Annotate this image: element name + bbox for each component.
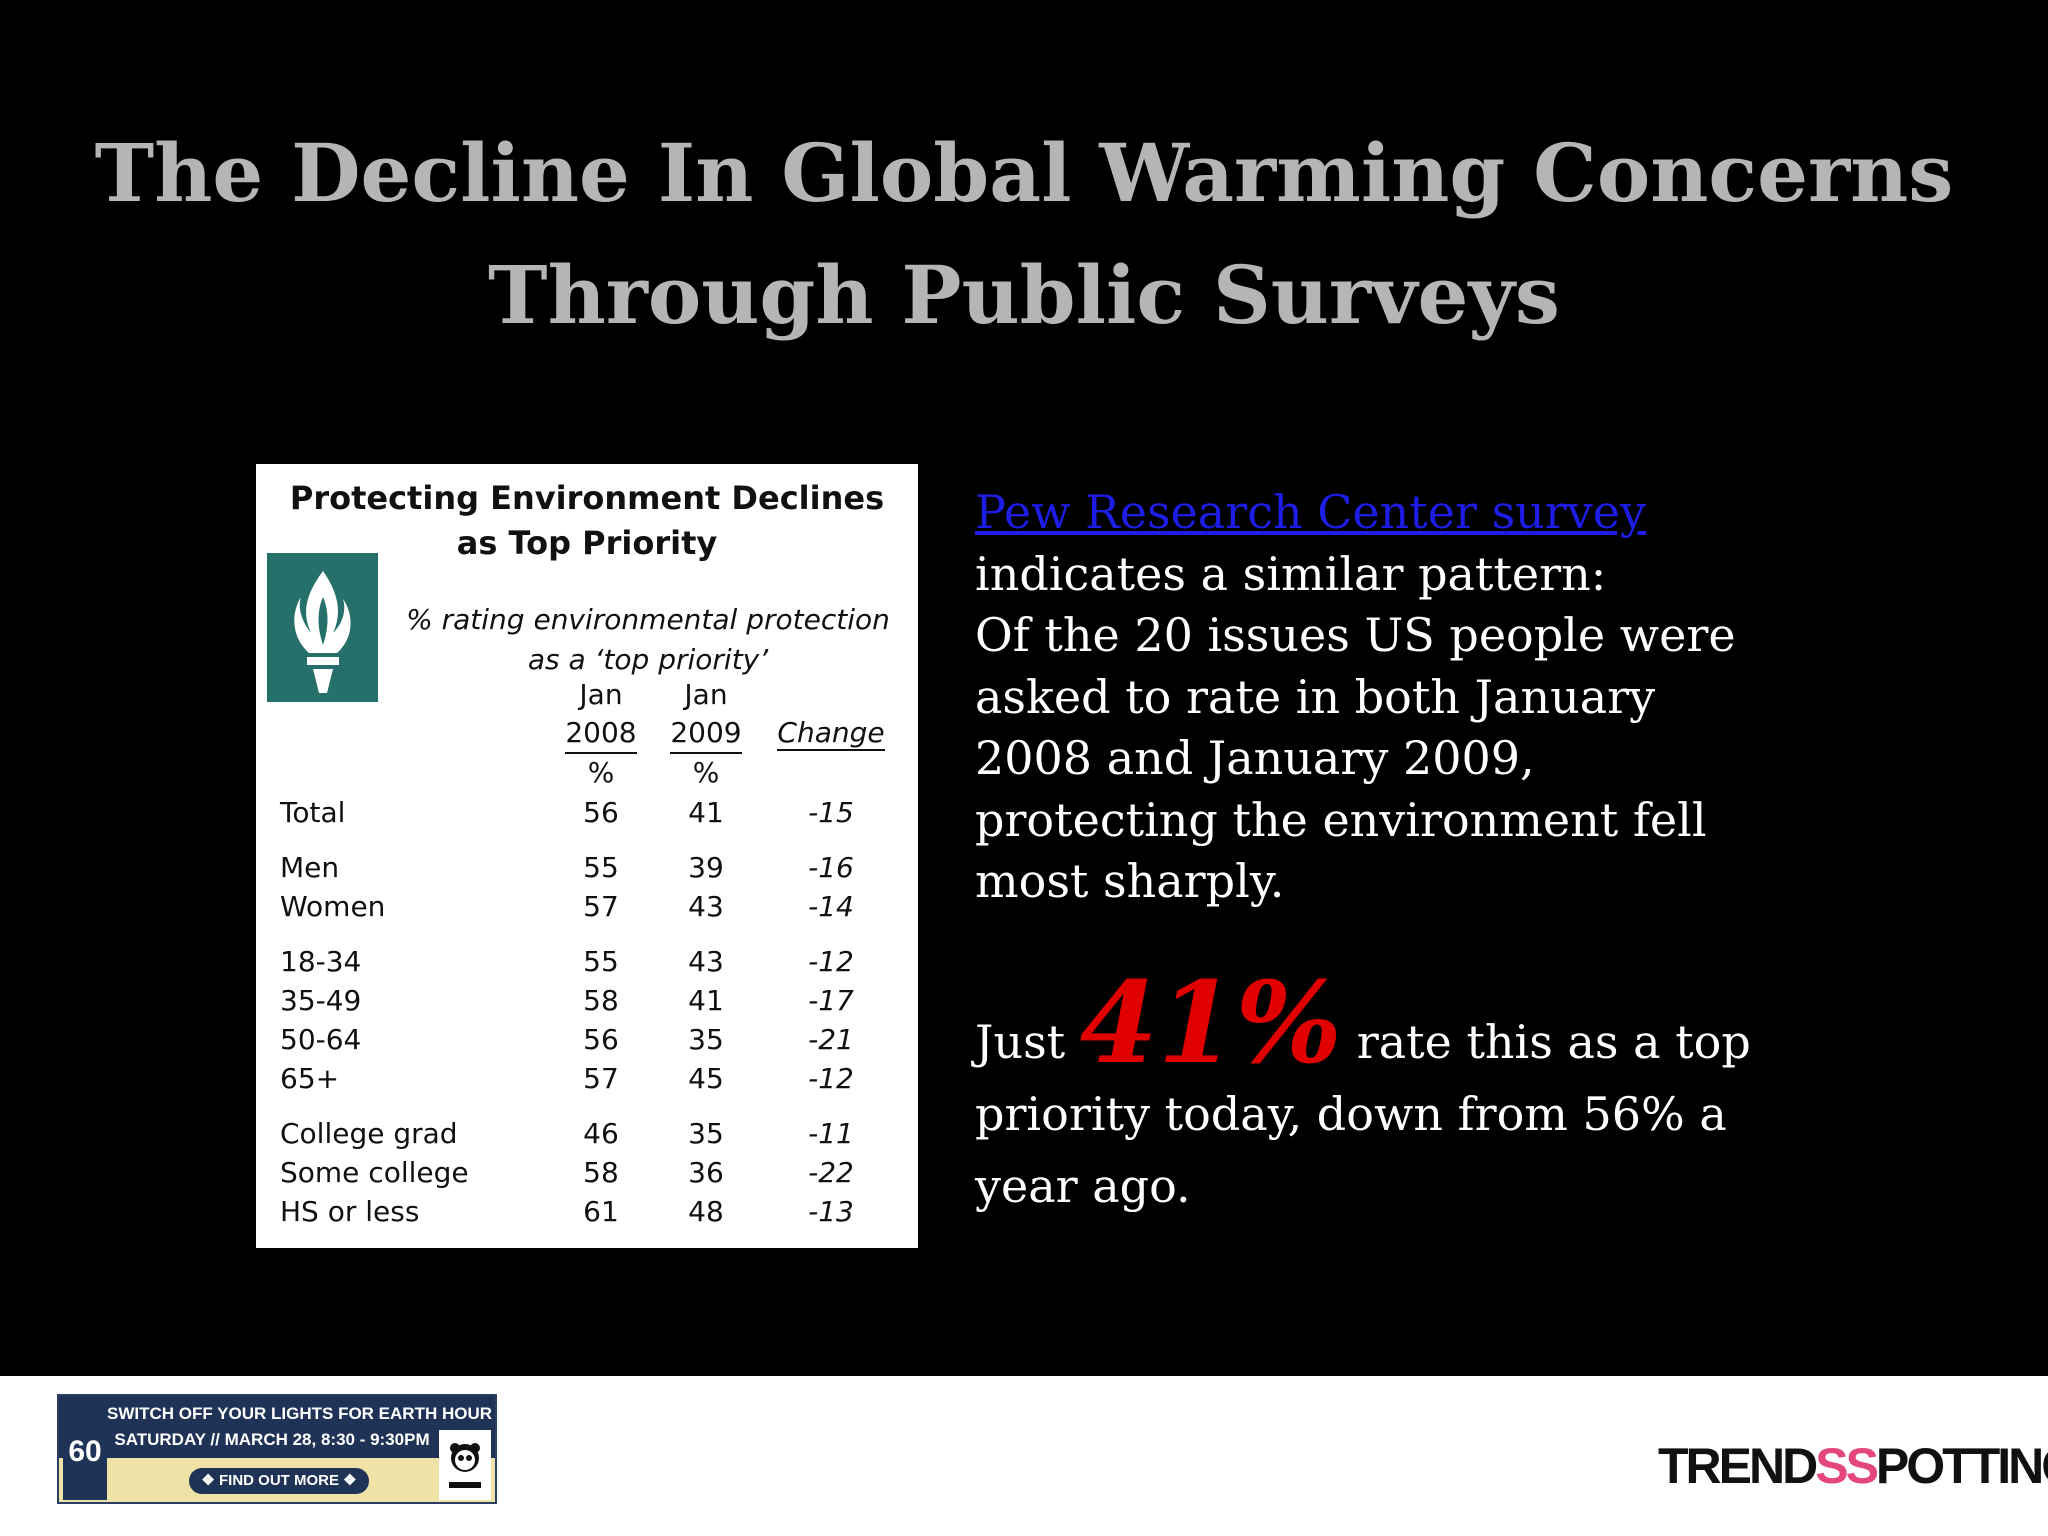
highlight-prefix: Just xyxy=(975,1015,1066,1069)
table-row: Some college 58 36 -22 xyxy=(256,1153,918,1192)
column-header-2009: Jan 2009 % xyxy=(651,676,761,792)
highlight-line: priority today, down from 56% a xyxy=(975,1087,1727,1141)
column-year: 2009 xyxy=(670,714,742,754)
value-change: -22 xyxy=(808,1156,854,1189)
value-change: -11 xyxy=(808,1117,854,1150)
highlight-line: year ago. xyxy=(975,1159,1191,1213)
slide-title: The Decline In Global Warming Concerns T… xyxy=(0,112,2048,356)
trendspotting-logo: TRENDSSPOTTING xyxy=(1658,1436,2048,1496)
banner-line2: SATURDAY // MARCH 28, 8:30 - 9:30PM xyxy=(114,1430,430,1449)
value-2008: 58 xyxy=(583,984,619,1017)
table-title-line1: Protecting Environment Declines xyxy=(289,479,885,517)
table-subtitle-line2: as a ‘top priority’ xyxy=(527,643,769,676)
survey-table: Protecting Environment Declines as Top P… xyxy=(256,464,918,1248)
column-year: 2008 xyxy=(565,714,637,754)
value-2008: 58 xyxy=(583,1156,619,1189)
table-row: 35-49 58 41 -17 xyxy=(256,981,918,1020)
body-line: asked to rate in both January xyxy=(975,669,1656,724)
brand-part-accent: SS xyxy=(1815,1438,1879,1494)
banner-line1: SWITCH OFF YOUR LIGHTS FOR EARTH HOUR xyxy=(107,1404,493,1423)
value-2008: 57 xyxy=(583,1062,619,1095)
body-line: 2008 and January 2009, xyxy=(975,731,1535,785)
value-change: -16 xyxy=(808,851,854,884)
row-label: 18-34 xyxy=(280,945,362,978)
value-2009: 35 xyxy=(688,1023,724,1056)
row-label: Women xyxy=(280,890,386,923)
table-row: College grad 46 35 -11 xyxy=(256,1114,918,1153)
body-line: indicates a similar pattern: xyxy=(975,546,1607,601)
value-2009: 45 xyxy=(688,1062,724,1095)
value-change: -14 xyxy=(808,890,854,923)
value-2008: 55 xyxy=(583,945,619,978)
value-change: -12 xyxy=(808,945,854,978)
row-label: HS or less xyxy=(280,1195,420,1228)
column-header-change: Change xyxy=(776,714,886,752)
value-2008: 56 xyxy=(583,1023,619,1056)
slide-title-line1: The Decline In Global Warming Concerns xyxy=(94,126,1954,220)
body-text: Pew Research Center survey indicates a s… xyxy=(975,482,1736,913)
value-change: -17 xyxy=(808,984,854,1017)
value-change: -21 xyxy=(808,1023,854,1056)
row-label: College grad xyxy=(280,1117,458,1150)
row-label: 50-64 xyxy=(280,1023,362,1056)
value-2009: 39 xyxy=(688,851,724,884)
row-label: Total xyxy=(280,796,346,829)
column-unit: % xyxy=(692,756,720,789)
value-2008: 56 xyxy=(583,796,619,829)
row-label: 65+ xyxy=(280,1062,340,1095)
pew-survey-link[interactable]: Pew Research Center survey xyxy=(975,485,1646,539)
table-row: Men 55 39 -16 xyxy=(256,848,918,887)
column-unit: % xyxy=(587,756,615,789)
value-2009: 41 xyxy=(688,984,724,1017)
value-2009: 43 xyxy=(688,890,724,923)
value-change: -13 xyxy=(808,1195,854,1228)
earth-hour-logo: 60 xyxy=(63,1430,107,1500)
value-2008: 61 xyxy=(583,1195,619,1228)
brand-part: POTTING xyxy=(1875,1438,2048,1494)
row-label: Men xyxy=(280,851,340,884)
column-header-2008: Jan 2008 % xyxy=(546,676,656,792)
brand-part: TREND xyxy=(1658,1438,1818,1494)
pew-torch-logo-icon xyxy=(267,553,378,702)
column-month: Jan xyxy=(579,678,623,711)
slide-title-line2: Through Public Surveys xyxy=(488,248,1560,342)
wwf-panda-icon xyxy=(439,1430,491,1500)
value-2009: 41 xyxy=(688,796,724,829)
highlight-text: Just 41% rate this as a top priority tod… xyxy=(975,968,1775,1222)
row-label: 35-49 xyxy=(280,984,362,1017)
body-line: protecting the environment fell xyxy=(975,792,1707,847)
value-2008: 57 xyxy=(583,890,619,923)
table-row: Women 57 43 -14 xyxy=(256,887,918,926)
table-row: 18-34 55 43 -12 xyxy=(256,942,918,981)
footer: SWITCH OFF YOUR LIGHTS FOR EARTH HOUR SA… xyxy=(0,1376,2048,1536)
table-row: 65+ 57 45 -12 xyxy=(256,1059,918,1098)
find-out-more-button[interactable]: ❖ FIND OUT MORE ❖ xyxy=(189,1468,369,1494)
table-row: Total 56 41 -15 xyxy=(256,793,918,832)
table-title: Protecting Environment Declines as Top P… xyxy=(256,476,918,566)
body-line: most sharply. xyxy=(975,854,1285,908)
value-change: -12 xyxy=(808,1062,854,1095)
row-label: Some college xyxy=(280,1156,469,1189)
body-line: Of the 20 issues US people were xyxy=(975,608,1736,662)
value-change: -15 xyxy=(808,796,854,829)
value-2009: 48 xyxy=(688,1195,724,1228)
value-2009: 43 xyxy=(688,945,724,978)
value-2008: 55 xyxy=(583,851,619,884)
earth-hour-banner[interactable]: SWITCH OFF YOUR LIGHTS FOR EARTH HOUR SA… xyxy=(57,1394,497,1504)
banner-topbar xyxy=(59,1396,495,1458)
table-title-line2: as Top Priority xyxy=(456,524,718,562)
table-row: HS or less 61 48 -13 xyxy=(256,1192,918,1231)
highlight-percent: 41% xyxy=(1079,958,1343,1089)
value-2008: 46 xyxy=(583,1117,619,1150)
value-2009: 35 xyxy=(688,1117,724,1150)
value-2009: 36 xyxy=(688,1156,724,1189)
table-row: 50-64 56 35 -21 xyxy=(256,1020,918,1059)
highlight-suffix: rate this as a top xyxy=(1356,1015,1751,1069)
table-subtitle: % rating environmental protection as a ‘… xyxy=(378,600,918,680)
column-change-label: Change xyxy=(777,716,885,751)
table-subtitle-line1: % rating environmental protection xyxy=(406,603,890,636)
column-month: Jan xyxy=(684,678,728,711)
